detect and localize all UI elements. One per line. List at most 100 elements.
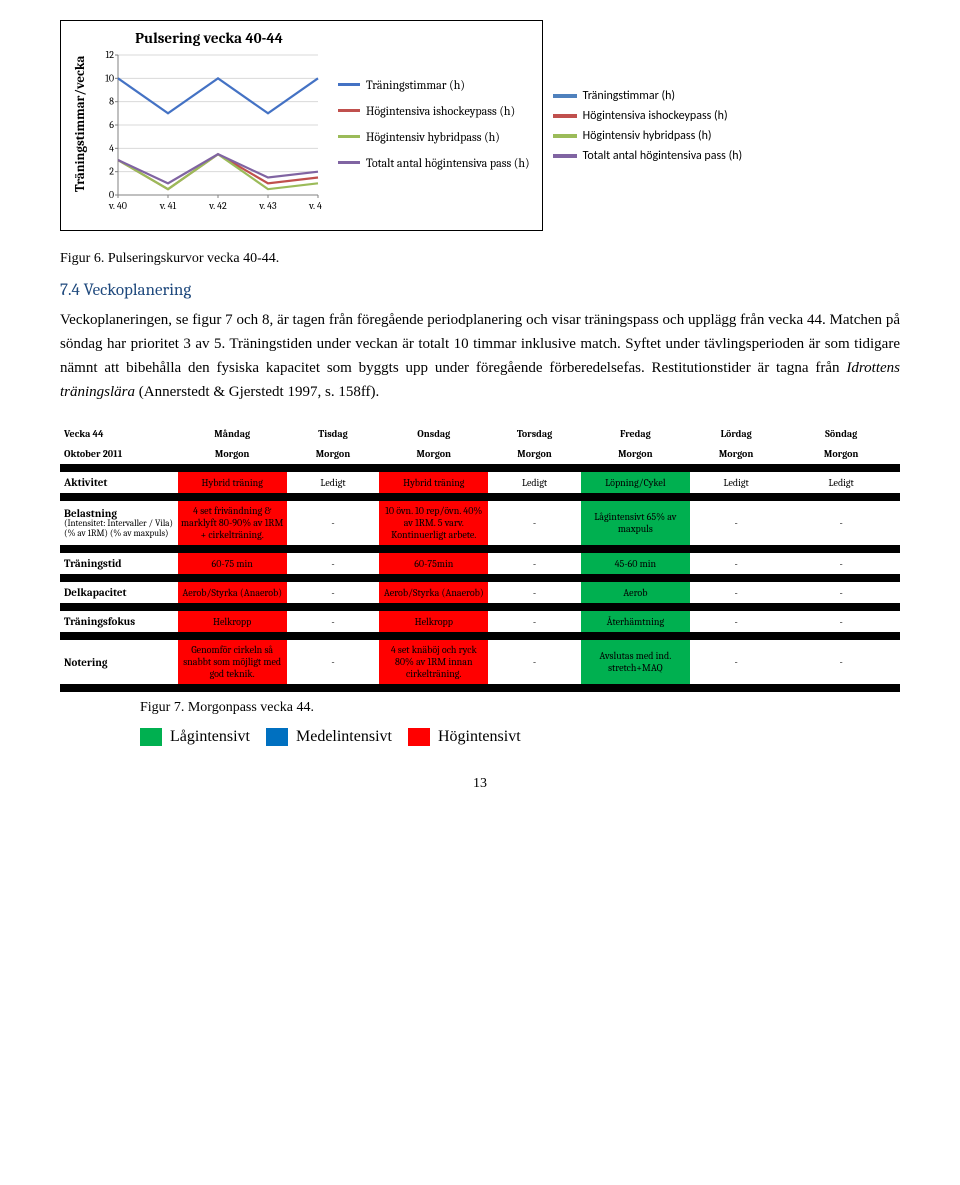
- legend-swatch: [553, 94, 577, 98]
- legend-item: Träningstimmar (h): [338, 78, 530, 92]
- external-legend-item: Totalt antal högintensiva pass (h): [553, 149, 743, 163]
- external-legend-item: Högintensiv hybridpass (h): [553, 129, 743, 143]
- table-header-cell: Torsdag: [488, 424, 580, 444]
- legend-swatch: [338, 83, 360, 86]
- table-cell: Genomför cirkeln så snabbt som möjligt m…: [178, 640, 287, 684]
- table-row: Belastning(Intensitet: Intervaller / Vil…: [60, 501, 900, 545]
- table-cell: Hybrid träning: [178, 472, 287, 493]
- table-row: TräningsfokusHelkropp-Helkropp-Återhämtn…: [60, 611, 900, 632]
- line-chart: 024681012v. 40v. 41v. 42v. 43v. 44: [96, 51, 322, 213]
- row-label: Delkapacitet: [60, 582, 178, 603]
- table-row: Träningstid60-75 min-60-75min-45-60 min-…: [60, 553, 900, 574]
- chart-container: Träningstimmar/vecka Pulsering vecka 40-…: [60, 20, 543, 231]
- body-text: Veckoplaneringen, se figur 7 och 8, är t…: [60, 308, 900, 404]
- table-cell: 4 set frivändning & marklyft 80-90% av 1…: [178, 501, 287, 545]
- table-cell: Avslutas med ind. stretch+MAQ: [581, 640, 690, 684]
- svg-text:v. 41: v. 41: [159, 200, 177, 212]
- table-header-cell: Vecka 44: [60, 424, 178, 444]
- table-cell: -: [690, 640, 782, 684]
- svg-text:8: 8: [109, 96, 114, 108]
- intensity-label: Högintensivt: [438, 728, 521, 746]
- svg-text:v. 44: v. 44: [308, 200, 322, 212]
- legend-swatch: [553, 134, 577, 138]
- legend-swatch: [553, 154, 577, 158]
- legend-item: Högintensiv hybridpass (h): [338, 130, 530, 144]
- table-cell: Ledigt: [782, 472, 900, 493]
- table-header-cell: Morgon: [581, 444, 690, 464]
- intensity-swatch: [266, 728, 288, 746]
- table-cell: Ledigt: [488, 472, 580, 493]
- chart-y-axis-label: Träningstimmar/vecka: [73, 29, 88, 218]
- chart-legend-inner: Träningstimmar (h) Högintensiva ishockeyp…: [338, 29, 530, 218]
- table-header-cell: Morgon: [178, 444, 287, 464]
- row-label: Aktivitet: [60, 472, 178, 493]
- legend-item: Högintensiva ishockeypass (h): [338, 104, 530, 118]
- table-cell: -: [488, 611, 580, 632]
- table-header-cell: Morgon: [488, 444, 580, 464]
- separator-row: [60, 493, 900, 501]
- table-cell: Helkropp: [178, 611, 287, 632]
- table-header-cell: Morgon: [782, 444, 900, 464]
- page-number: 13: [60, 776, 900, 792]
- legend-item: Totalt antal högintensiva pass (h): [338, 156, 530, 170]
- row-label: Notering: [60, 640, 178, 684]
- table-header-row: Vecka 44MåndagTisdagOnsdagTorsdagFredagL…: [60, 424, 900, 444]
- table-cell: -: [287, 582, 379, 603]
- table-cell: Ledigt: [287, 472, 379, 493]
- table-cell: -: [690, 582, 782, 603]
- svg-text:10: 10: [105, 72, 114, 84]
- legend-label: Högintensiv hybridpass (h): [583, 129, 712, 143]
- intensity-swatch: [408, 728, 430, 746]
- legend-swatch: [338, 109, 360, 112]
- table-cell: -: [287, 640, 379, 684]
- section-heading: 7.4 Veckoplanering: [60, 281, 900, 300]
- table-cell: -: [782, 582, 900, 603]
- table-cell: -: [690, 611, 782, 632]
- table-cell: -: [488, 501, 580, 545]
- table-cell: 10 övn. 10 rep/övn. 40% av 1RM. 5 varv. …: [379, 501, 488, 545]
- svg-text:v. 42: v. 42: [208, 200, 227, 212]
- table-cell: -: [287, 501, 379, 545]
- row-label: Träningsfokus: [60, 611, 178, 632]
- table-cell: -: [690, 501, 782, 545]
- table-header-cell: Oktober 2011: [60, 444, 178, 464]
- svg-text:v. 40: v. 40: [108, 200, 127, 212]
- table-cell: -: [782, 611, 900, 632]
- table-row: DelkapacitetAerob/Styrka (Anaerob)-Aerob…: [60, 582, 900, 603]
- svg-text:6: 6: [109, 119, 114, 131]
- table-cell: -: [488, 582, 580, 603]
- chart-row: Träningstimmar/vecka Pulsering vecka 40-…: [60, 20, 900, 231]
- table-cell: 60-75min: [379, 553, 488, 574]
- chart-title: Pulsering vecka 40-44: [96, 29, 322, 47]
- external-legend-item: Träningstimmar (h): [553, 89, 743, 103]
- legend-label: Totalt antal högintensiva pass (h): [583, 149, 743, 163]
- table-header-cell: Morgon: [287, 444, 379, 464]
- svg-text:v. 43: v. 43: [258, 200, 277, 212]
- table-cell: 45-60 min: [581, 553, 690, 574]
- table-cell: Löpning/Cykel: [581, 472, 690, 493]
- table-cell: -: [287, 611, 379, 632]
- table-cell: -: [287, 553, 379, 574]
- legend-swatch: [338, 135, 360, 138]
- table-cell: Aerob/Styrka (Anaerob): [379, 582, 488, 603]
- table-cell: 4 set knäböj och ryck 80% av 1RM innan c…: [379, 640, 488, 684]
- table-header-cell: Onsdag: [379, 424, 488, 444]
- separator-row: [60, 545, 900, 553]
- table-row: AktivitetHybrid träningLedigtHybrid trän…: [60, 472, 900, 493]
- chart-inner: Pulsering vecka 40-44 024681012v. 40v. 4…: [96, 29, 322, 218]
- table-row: NoteringGenomför cirkeln så snabbt som m…: [60, 640, 900, 684]
- table-cell: -: [690, 553, 782, 574]
- table-cell: -: [782, 501, 900, 545]
- table-header-cell: Fredag: [581, 424, 690, 444]
- legend-label: Högintensiva ishockeypass (h): [366, 104, 515, 118]
- separator-row: [60, 632, 900, 640]
- table-cell: Hybrid träning: [379, 472, 488, 493]
- table-cell: -: [488, 640, 580, 684]
- legend-label: Träningstimmar (h): [366, 78, 465, 92]
- legend-swatch: [338, 161, 360, 164]
- legend-label: Träningstimmar (h): [583, 89, 675, 103]
- row-label: Belastning(Intensitet: Intervaller / Vil…: [60, 501, 178, 545]
- table-cell: Helkropp: [379, 611, 488, 632]
- intensity-label: Lågintensivt: [170, 728, 250, 746]
- table-header-cell: Tisdag: [287, 424, 379, 444]
